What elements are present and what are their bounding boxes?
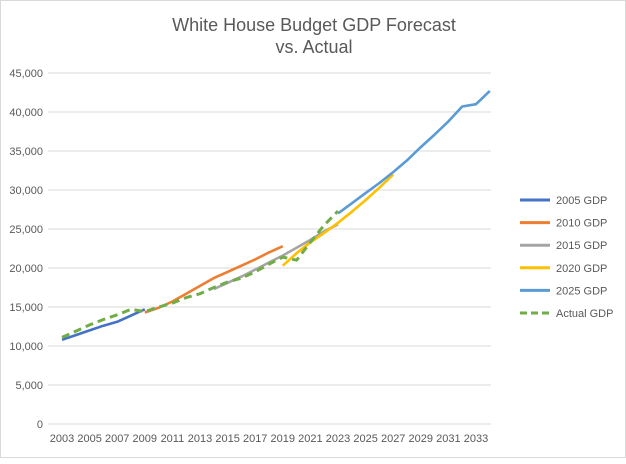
y-tick-label: 10,000 bbox=[9, 341, 43, 353]
chart-title-line2: vs. Actual bbox=[275, 37, 352, 57]
x-tick-label: 2017 bbox=[243, 433, 267, 445]
legend-label: 2025 GDP bbox=[556, 285, 607, 297]
x-tick-label: 2005 bbox=[77, 433, 101, 445]
x-tick-label: 2003 bbox=[50, 433, 74, 445]
y-tick-label: 25,000 bbox=[9, 224, 43, 236]
x-tick-label: 2027 bbox=[381, 433, 405, 445]
x-tick-label: 2025 bbox=[353, 433, 377, 445]
series-line-actual-gdp bbox=[61, 210, 340, 339]
legend-label: 2020 GDP bbox=[556, 263, 607, 275]
x-tick-label: 2013 bbox=[188, 433, 212, 445]
y-tick-label: 0 bbox=[37, 419, 43, 431]
legend-label: 2010 GDP bbox=[556, 218, 607, 230]
x-tick-label: 2021 bbox=[298, 433, 322, 445]
legend-label: Actual GDP bbox=[556, 308, 613, 320]
y-tick-label: 5,000 bbox=[15, 380, 43, 392]
x-tick-label: 2011 bbox=[161, 433, 185, 445]
series-line-2010-gdp bbox=[144, 245, 284, 314]
series-line-2005-gdp bbox=[61, 308, 146, 342]
y-tick-label: 15,000 bbox=[9, 302, 43, 314]
y-tick-label: 35,000 bbox=[9, 146, 43, 158]
x-tick-label: 2029 bbox=[409, 433, 433, 445]
x-tick-label: 2009 bbox=[133, 433, 157, 445]
y-tick-label: 20,000 bbox=[9, 263, 43, 275]
x-tick-label: 2015 bbox=[215, 433, 239, 445]
x-tick-label: 2007 bbox=[105, 433, 129, 445]
x-tick-label: 2033 bbox=[464, 433, 488, 445]
series-line-2025-gdp bbox=[337, 89, 491, 215]
x-tick-label: 2031 bbox=[436, 433, 460, 445]
legend-label: 2015 GDP bbox=[556, 240, 607, 252]
legend-label: 2005 GDP bbox=[556, 195, 607, 207]
x-tick-label: 2019 bbox=[271, 433, 295, 445]
y-tick-label: 40,000 bbox=[9, 107, 43, 119]
y-tick-label: 30,000 bbox=[9, 185, 43, 197]
series-line-2020-gdp bbox=[281, 173, 395, 267]
y-tick-label: 45,000 bbox=[9, 68, 43, 80]
x-tick-label: 2023 bbox=[326, 433, 350, 445]
chart-title-line1: White House Budget GDP Forecast bbox=[172, 15, 456, 35]
